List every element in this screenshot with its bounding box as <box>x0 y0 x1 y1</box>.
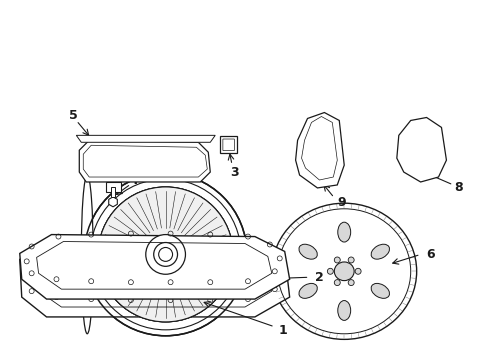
Circle shape <box>348 257 354 263</box>
Ellipse shape <box>338 301 351 320</box>
Polygon shape <box>295 113 344 188</box>
Circle shape <box>159 247 172 261</box>
Text: 7: 7 <box>100 237 108 250</box>
Text: 3: 3 <box>230 166 239 179</box>
Ellipse shape <box>299 283 318 298</box>
Circle shape <box>334 257 340 263</box>
Circle shape <box>327 268 333 274</box>
Text: 9: 9 <box>337 196 345 209</box>
FancyBboxPatch shape <box>111 187 115 197</box>
Text: 6: 6 <box>426 248 435 261</box>
Circle shape <box>98 187 233 322</box>
Ellipse shape <box>81 175 93 334</box>
Circle shape <box>154 243 177 266</box>
Polygon shape <box>76 135 215 142</box>
Ellipse shape <box>371 244 390 259</box>
Text: 2: 2 <box>315 271 324 284</box>
Circle shape <box>146 235 185 274</box>
Circle shape <box>355 268 361 274</box>
Text: 1: 1 <box>278 324 287 337</box>
Polygon shape <box>109 197 117 207</box>
Polygon shape <box>20 235 290 299</box>
Polygon shape <box>106 182 121 192</box>
Circle shape <box>334 280 340 285</box>
Ellipse shape <box>272 203 416 339</box>
Polygon shape <box>20 238 290 317</box>
Polygon shape <box>79 140 210 182</box>
Text: 4: 4 <box>129 174 138 186</box>
Text: 5: 5 <box>69 109 78 122</box>
Circle shape <box>98 187 233 322</box>
Ellipse shape <box>334 262 354 280</box>
Circle shape <box>348 280 354 285</box>
Ellipse shape <box>371 283 390 298</box>
Polygon shape <box>397 117 446 182</box>
FancyBboxPatch shape <box>220 136 237 153</box>
Ellipse shape <box>338 222 351 242</box>
Circle shape <box>84 173 247 336</box>
Text: 8: 8 <box>454 181 463 194</box>
Ellipse shape <box>299 244 318 259</box>
